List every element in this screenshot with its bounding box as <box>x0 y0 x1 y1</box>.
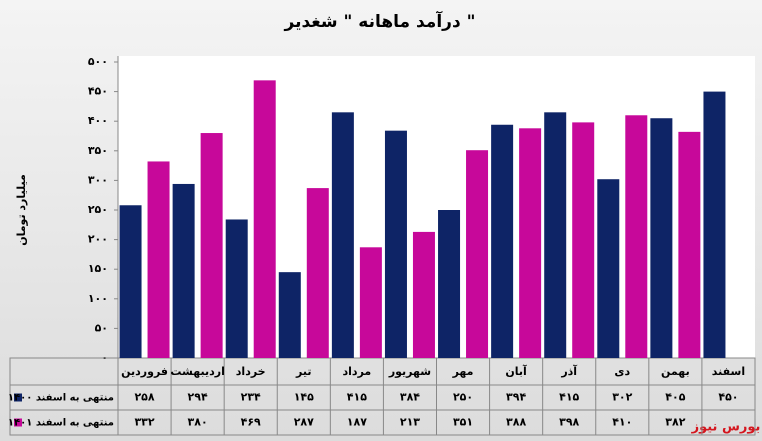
table-value: ۴۵۰ <box>718 391 738 404</box>
table-value: ۴۱۰ <box>612 416 632 429</box>
y-tick-label: ۲۰۰ <box>88 233 108 246</box>
y-tick-label: ۱۵۰ <box>88 262 108 275</box>
x-tick-label: آبان <box>505 364 527 378</box>
y-tick-label: ۳۵۰ <box>88 144 108 157</box>
table-value: ۲۵۰ <box>453 391 473 404</box>
x-tick-label: خرداد <box>236 365 266 378</box>
bar <box>597 179 620 358</box>
table-value: ۳۸۲ <box>665 416 685 429</box>
table-value: ۲۳۴ <box>241 391 261 404</box>
table-value: ۳۹۸ <box>559 416 579 429</box>
y-tick-label: ۱۰۰ <box>88 292 108 305</box>
table-value: ۳۸۰ <box>188 416 208 429</box>
table-value: ۳۳۲ <box>134 416 154 429</box>
y-tick-label: ۴۰۰ <box>88 114 108 127</box>
bar <box>306 188 329 358</box>
bar <box>253 80 276 359</box>
table-value: ۳۰۲ <box>612 391 632 404</box>
bar <box>278 272 301 358</box>
table-value: ۴۱۵ <box>559 391 579 404</box>
legend-label: منتهی به اسفند ۱۴۰۱ <box>8 418 114 429</box>
table-value: ۳۵۱ <box>453 416 473 429</box>
y-tick-label: ۲۵۰ <box>88 203 108 216</box>
bar <box>572 122 595 358</box>
bar <box>519 128 542 358</box>
bar <box>147 161 170 358</box>
table-value: ۱۸۷ <box>347 416 367 429</box>
x-tick-label: دی <box>614 365 630 378</box>
table-value: ۳۸۸ <box>506 416 526 429</box>
bar <box>384 130 407 358</box>
table-value: ۴۶۹ <box>241 416 261 429</box>
legend-label: منتهی به اسفند ۱۴۰۰ <box>8 393 114 404</box>
table-value: ۲۵۸ <box>134 391 154 404</box>
x-tick-label: شهریور <box>388 365 431 378</box>
x-tick-label: تیر <box>295 365 311 378</box>
x-tick-label: مهر <box>452 365 474 378</box>
bar <box>119 205 142 358</box>
x-tick-label: فروردین <box>121 365 168 378</box>
x-tick-label: بهمن <box>661 365 690 378</box>
bar <box>200 133 223 358</box>
legend-swatch <box>14 418 22 427</box>
bar <box>491 124 514 358</box>
table-value: ۲۸۷ <box>294 416 314 429</box>
table-value: ۱۴۵ <box>294 391 314 404</box>
chart-title: درآمد ماهانه " شغدیر " <box>284 10 476 32</box>
bar <box>650 118 673 359</box>
y-axis-label: میلیارد تومان <box>15 174 28 246</box>
bar <box>544 112 567 358</box>
y-tick-label: ۴۵۰ <box>88 85 108 98</box>
x-tick-label: اسفند <box>712 365 745 378</box>
bar <box>678 131 701 358</box>
table-value: ۳۹۴ <box>506 391 526 404</box>
plot-area <box>118 56 755 358</box>
y-tick-label: ۵۰۰ <box>88 55 108 68</box>
table-value: ۳۸۴ <box>400 391 420 404</box>
x-tick-label: مرداد <box>343 365 372 378</box>
bar <box>172 183 195 358</box>
bar <box>466 150 489 358</box>
y-tick-label: ۵۰ <box>95 321 108 334</box>
table-value: ۲۹۴ <box>188 391 208 404</box>
x-tick-label: اردیبهشت <box>170 365 224 378</box>
bar <box>359 247 382 358</box>
y-tick-label: ۳۰۰ <box>88 173 108 186</box>
table-value: ۴۱۵ <box>347 391 367 404</box>
source: بورس نیوز <box>691 420 761 435</box>
table-value: ۴۰۵ <box>665 391 685 404</box>
legend-swatch <box>14 393 22 402</box>
bar <box>438 210 461 358</box>
bar <box>412 231 435 358</box>
bar <box>331 112 354 358</box>
bar <box>225 219 248 358</box>
bar <box>703 91 726 358</box>
bar <box>625 115 648 358</box>
table-value: ۲۱۳ <box>400 416 420 429</box>
x-tick-label: آذر <box>560 364 577 378</box>
